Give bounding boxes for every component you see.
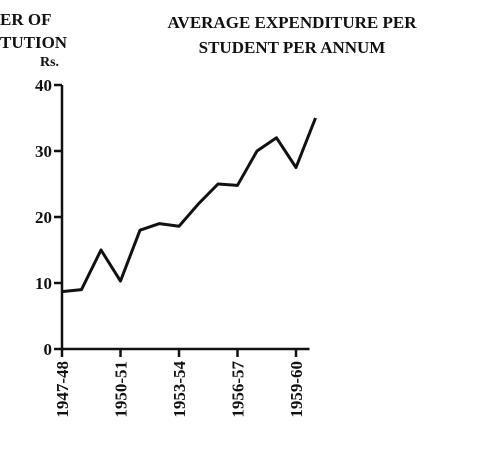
y-tick-label: 0	[44, 340, 53, 359]
chart-title: AVERAGE EXPENDITURE PER	[167, 13, 417, 32]
y-tick-label: 40	[35, 76, 52, 95]
y-tick-label: 20	[35, 208, 52, 227]
x-tick-label: 1956-57	[229, 361, 248, 418]
chart-title: STUDENT PER ANNUM	[199, 38, 386, 57]
x-tick-label: 1959-60	[287, 361, 306, 418]
y-tick-label: 10	[35, 274, 52, 293]
y-axis-label: Rs.	[40, 55, 59, 70]
x-tick-label: 1947-48	[53, 361, 72, 418]
side-heading: ER OF	[0, 10, 51, 29]
side-heading: TUTION	[0, 33, 68, 52]
y-tick-label: 30	[35, 142, 52, 161]
data-line	[61, 117, 317, 294]
x-tick-label: 1950-51	[112, 361, 131, 418]
x-tick-label: 1953-54	[170, 361, 189, 418]
